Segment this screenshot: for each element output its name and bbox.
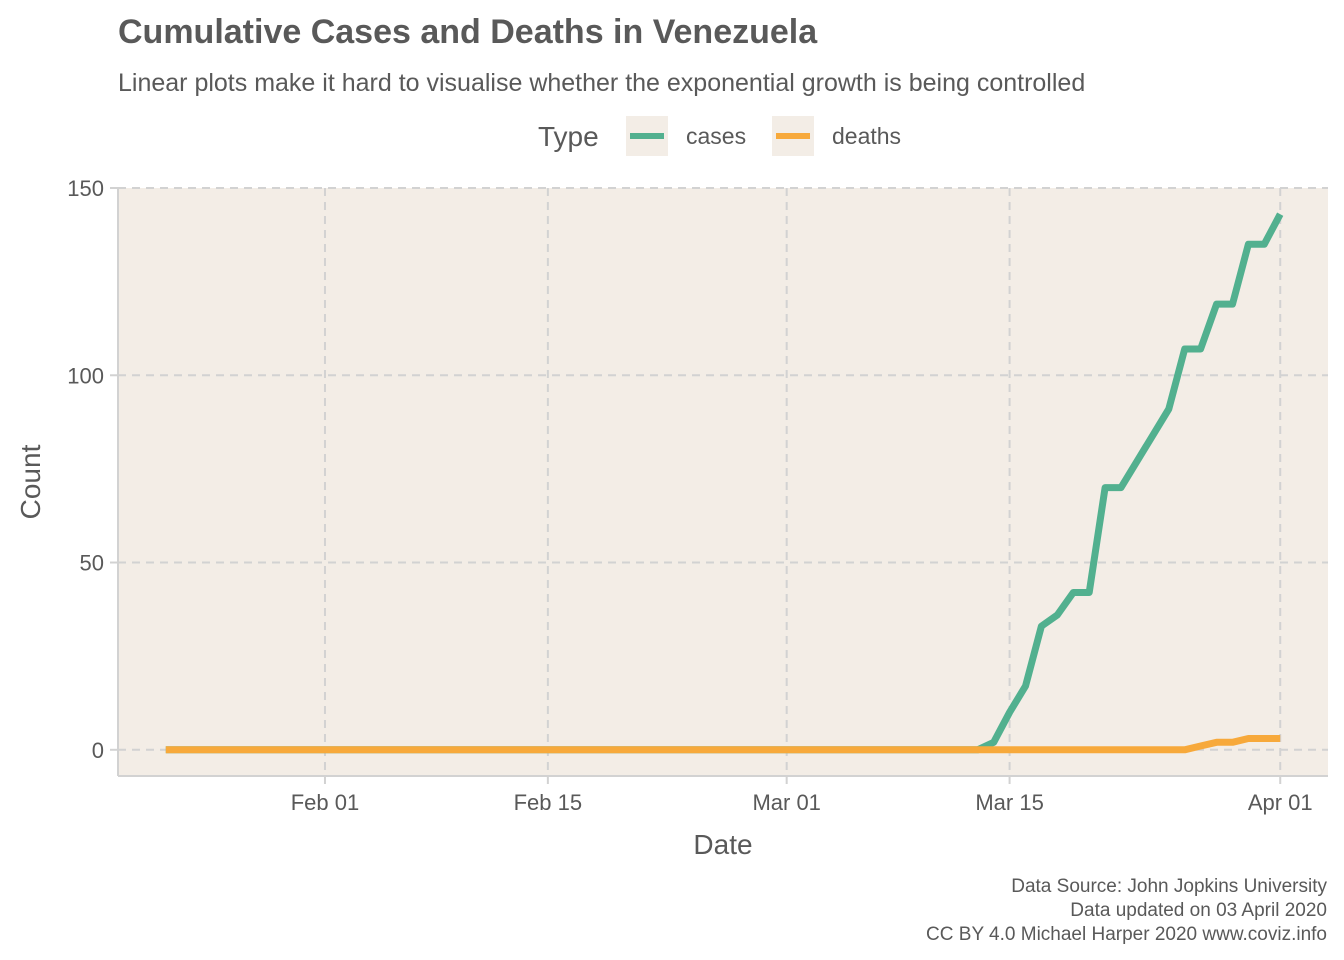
series-line-cases [165,212,1284,754]
series-line-deaths [165,735,1281,754]
axis-lines [117,188,1328,777]
y-tick-label: 150 [67,176,104,201]
x-tick-label: Mar 01 [752,790,820,815]
x-axis-title: Date [693,829,752,860]
legend-label-deaths: deaths [832,123,901,149]
chart-subtitle: Linear plots make it hard to visualise w… [118,69,1085,97]
x-axis: Feb 01 Feb 15 Mar 01 Mar 15 Apr 01 [291,776,1313,815]
chart-title: Cumulative Cases and Deaths in Venezuela [118,13,818,51]
legend-title: Type [538,121,599,152]
x-tick-label: Apr 01 [1248,790,1313,815]
legend: Type cases deaths [538,116,901,156]
plot-panel [118,188,1328,776]
y-axis-title: Count [15,444,46,519]
y-axis: 0 50 100 150 [67,176,118,763]
series-group [165,212,1284,754]
legend-label-cases: cases [686,123,746,149]
y-tick-label: 50 [80,551,104,576]
caption-updated: Data updated on 03 April 2020 [1070,900,1327,921]
caption-license: CC BY 4.0 Michael Harper 2020 www.coviz.… [926,924,1327,945]
y-tick-label: 0 [92,738,104,763]
x-tick-label: Feb 01 [291,790,360,815]
x-tick-label: Feb 15 [514,790,583,815]
caption-source: Data Source: John Jopkins University [1011,876,1327,897]
y-tick-label: 100 [67,363,104,388]
x-tick-label: Mar 15 [975,790,1043,815]
